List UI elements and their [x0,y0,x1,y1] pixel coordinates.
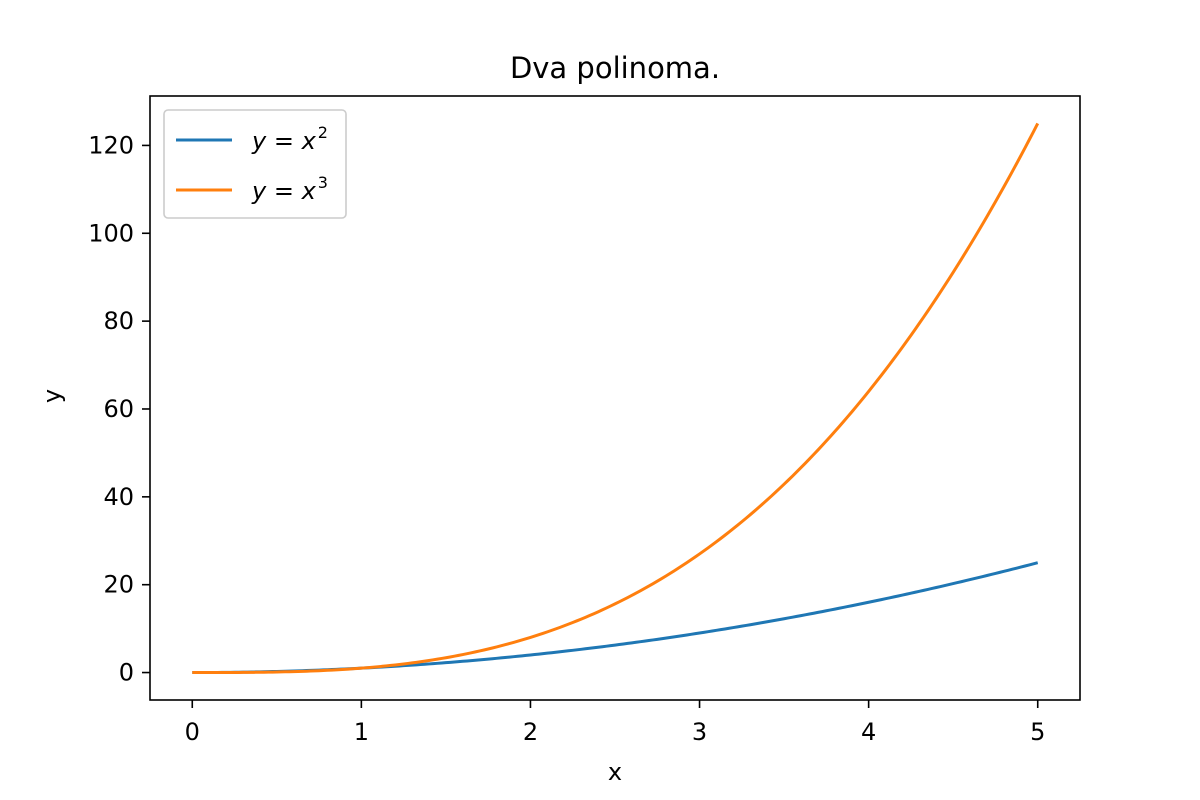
y-axis: 0 20 40 60 80 100 120 [88,131,150,687]
y-tick-label: 20 [103,571,134,599]
y-tick-label: 100 [88,219,134,247]
y-axis-label: y [38,389,66,403]
series-line-2 [192,122,1040,675]
x-tick-label: 0 [185,718,200,746]
y-tick-label: 40 [103,483,134,511]
y-tick-label: 60 [103,395,134,423]
x-axis: 0 1 2 3 4 5 [185,700,1045,746]
legend-label-exponent: 3 [318,173,328,192]
legend-label-exponent: 2 [318,123,328,142]
x-tick-label: 1 [354,718,369,746]
y-tick-label: 80 [103,307,134,335]
x-tick-label: 3 [692,718,707,746]
y-tick-label: 120 [88,131,134,159]
plot-frame [149,95,1081,701]
legend-label-base: y = x [251,177,317,205]
chart-title: Dva polinoma. [510,51,720,85]
legend-label-base: y = x [251,127,317,155]
series-layer [192,122,1040,675]
x-tick-label: 2 [523,718,538,746]
x-tick-label: 5 [1030,718,1045,746]
x-tick-label: 4 [861,718,876,746]
y-tick-label: 0 [119,659,134,687]
x-axis-label: x [608,758,622,786]
